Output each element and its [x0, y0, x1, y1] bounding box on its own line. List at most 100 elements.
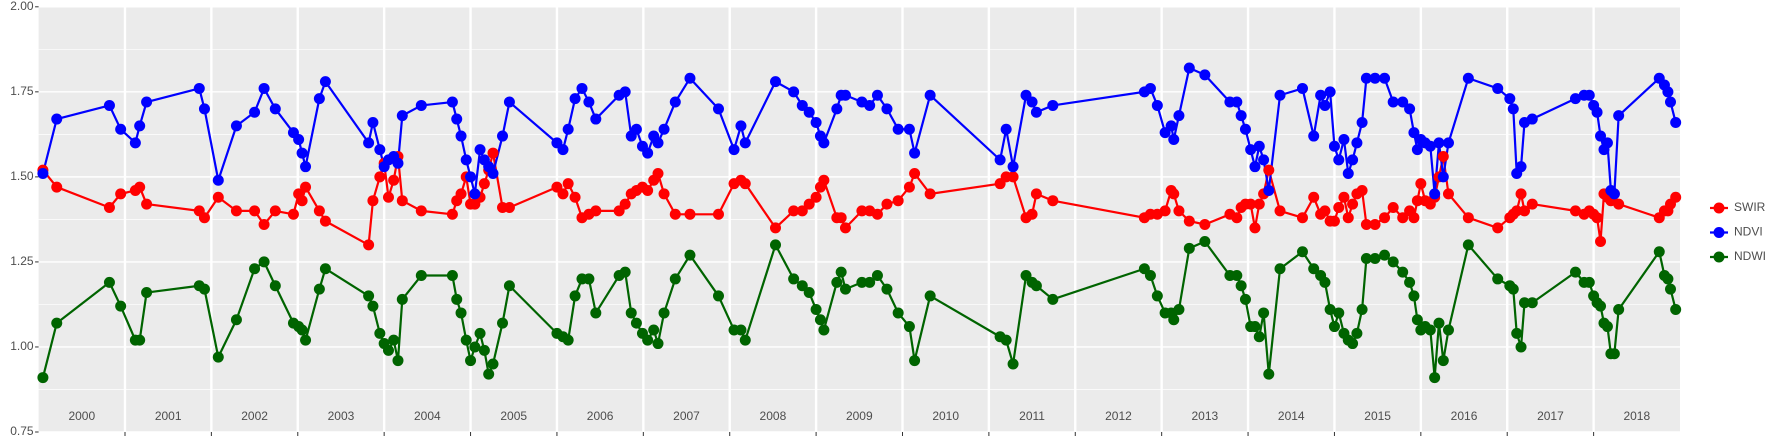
point [1253, 140, 1265, 152]
point [103, 276, 115, 288]
point [1408, 290, 1420, 302]
point [1253, 198, 1265, 210]
point [392, 157, 404, 169]
point [892, 307, 904, 319]
point [487, 358, 499, 370]
legend-swatch [1713, 251, 1725, 263]
point [576, 82, 588, 94]
point [374, 144, 386, 156]
point [1591, 106, 1603, 118]
point [630, 123, 642, 135]
point [460, 154, 472, 166]
point [831, 103, 843, 115]
point [451, 293, 463, 305]
point [1433, 137, 1445, 149]
point [903, 123, 915, 135]
y-tick-label: 1.00 [10, 339, 34, 353]
point [1379, 249, 1391, 261]
point [1168, 188, 1180, 200]
point [1411, 314, 1423, 326]
point [835, 212, 847, 224]
point [451, 113, 463, 125]
point [562, 178, 574, 190]
year-label: 2006 [587, 409, 614, 423]
point [871, 208, 883, 220]
point [1173, 205, 1185, 217]
point [684, 208, 696, 220]
point [1492, 273, 1504, 285]
point [296, 147, 308, 159]
point [396, 110, 408, 122]
point [1183, 242, 1195, 254]
point [249, 205, 261, 217]
year-label: 2004 [414, 409, 441, 423]
point [374, 171, 386, 183]
point [1263, 164, 1275, 176]
point [1569, 205, 1581, 217]
point [497, 130, 509, 142]
point [487, 147, 499, 159]
point [313, 283, 325, 295]
point [1239, 293, 1251, 305]
point [1613, 304, 1625, 316]
point [839, 89, 851, 101]
legend-label: NDVI [1734, 225, 1763, 239]
point [1387, 201, 1399, 213]
point [474, 144, 486, 156]
point [630, 317, 642, 329]
year-label: 2001 [155, 409, 182, 423]
legend-label: SWIR [1734, 200, 1766, 214]
point [569, 290, 581, 302]
point [739, 137, 751, 149]
point [1437, 171, 1449, 183]
point [363, 290, 375, 302]
point [1007, 161, 1019, 173]
point [1404, 103, 1416, 115]
point [141, 287, 153, 299]
point [818, 324, 830, 336]
point [1664, 283, 1676, 295]
y-tick-label: 2.00 [10, 0, 34, 13]
point [810, 116, 822, 128]
point [1411, 144, 1423, 156]
point [1504, 93, 1516, 105]
point [590, 113, 602, 125]
point [881, 198, 893, 210]
point [446, 270, 458, 282]
point [788, 273, 800, 285]
point [642, 334, 654, 346]
point [1319, 99, 1331, 111]
point [1415, 178, 1427, 190]
point [1173, 110, 1185, 122]
point [1315, 89, 1327, 101]
point [287, 208, 299, 220]
point [642, 147, 654, 159]
point [1442, 188, 1454, 200]
point [1462, 72, 1474, 84]
point [1347, 154, 1359, 166]
point [469, 341, 481, 353]
point [474, 327, 486, 339]
point [37, 372, 49, 384]
point [367, 195, 379, 207]
point [796, 205, 808, 217]
point [818, 137, 830, 149]
point [455, 307, 467, 319]
point [1328, 140, 1340, 152]
point [924, 188, 936, 200]
point [1030, 280, 1042, 292]
point [1670, 116, 1682, 128]
point [396, 195, 408, 207]
point [465, 355, 477, 367]
point [388, 334, 400, 346]
point [249, 106, 261, 118]
legend-swatch [1713, 227, 1725, 238]
series-line [41, 240, 1677, 379]
point [1492, 82, 1504, 94]
point [1595, 300, 1607, 312]
point [1144, 270, 1156, 282]
point [652, 137, 664, 149]
point [269, 205, 281, 217]
point [497, 317, 509, 329]
year-label: 2012 [1105, 409, 1132, 423]
